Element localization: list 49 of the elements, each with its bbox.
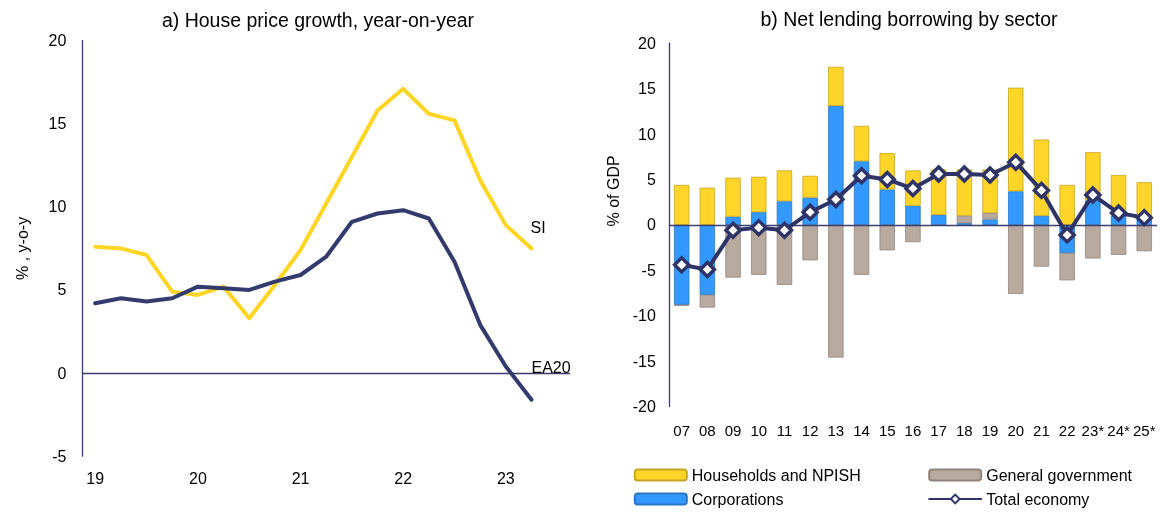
legend-label: Total economy (986, 490, 1090, 508)
y-tick-label: 0 (646, 216, 656, 234)
x-tick-label: 19 (86, 469, 105, 487)
x-tick-label: 09 (724, 421, 742, 439)
x-tick-label: 14 (853, 421, 870, 439)
chart-title: b) Net lending borrowing by sector (760, 8, 1058, 30)
y-tick-label: -5 (641, 261, 656, 279)
series-label: EA20 (531, 359, 571, 377)
y-axis-title: % , y-o-y (13, 216, 31, 280)
x-tick-label: 15 (878, 421, 896, 439)
x-tick-label: 18 (956, 421, 973, 439)
y-tick-label: -5 (52, 447, 67, 465)
x-tick-label: 22 (1058, 421, 1076, 439)
x-tick-label: 07 (673, 421, 690, 439)
x-tick-label: 16 (904, 421, 922, 439)
series-label: SI (530, 218, 546, 236)
x-tick-label: 24* (1107, 421, 1130, 439)
y-tick-label: 20 (48, 32, 67, 50)
x-tick-label: 20 (188, 469, 207, 487)
x-tick-label: 21 (291, 469, 310, 487)
x-tick-label: 21 (1033, 421, 1050, 439)
x-tick-label: 19 (981, 421, 999, 439)
y-tick-label: 15 (638, 80, 656, 98)
x-tick-label: 17 (930, 421, 947, 439)
y-axis-title: % of GDP (605, 155, 623, 227)
x-tick-label: 25* (1132, 421, 1156, 439)
x-tick-label: 11 (776, 421, 793, 439)
y-tick-label: 5 (646, 170, 656, 188)
x-tick-label: 23 (496, 469, 515, 487)
y-tick-label: 10 (638, 125, 656, 143)
y-tick-label: -20 (632, 398, 656, 416)
legend-label: General government (986, 466, 1133, 484)
y-tick-label: -10 (632, 307, 656, 325)
x-tick-label: 23* (1081, 421, 1105, 439)
y-tick-label: 5 (57, 281, 67, 299)
x-tick-label: 20 (1007, 421, 1025, 439)
y-tick-label: 20 (638, 34, 656, 52)
legend-label: Corporations (691, 490, 784, 508)
x-tick-label: 12 (801, 421, 819, 439)
y-tick-label: 15 (48, 115, 67, 133)
y-tick-label: 0 (57, 364, 67, 382)
x-tick-label: 10 (750, 421, 768, 439)
x-tick-label: 13 (827, 421, 845, 439)
x-tick-label: 22 (394, 469, 413, 487)
y-tick-label: 10 (48, 198, 67, 216)
legend-label: Households and NPISH (691, 466, 861, 484)
chart-title: a) House price growth, year-on-year (161, 9, 475, 31)
x-tick-label: 08 (699, 421, 716, 439)
y-tick-label: -15 (632, 352, 656, 370)
